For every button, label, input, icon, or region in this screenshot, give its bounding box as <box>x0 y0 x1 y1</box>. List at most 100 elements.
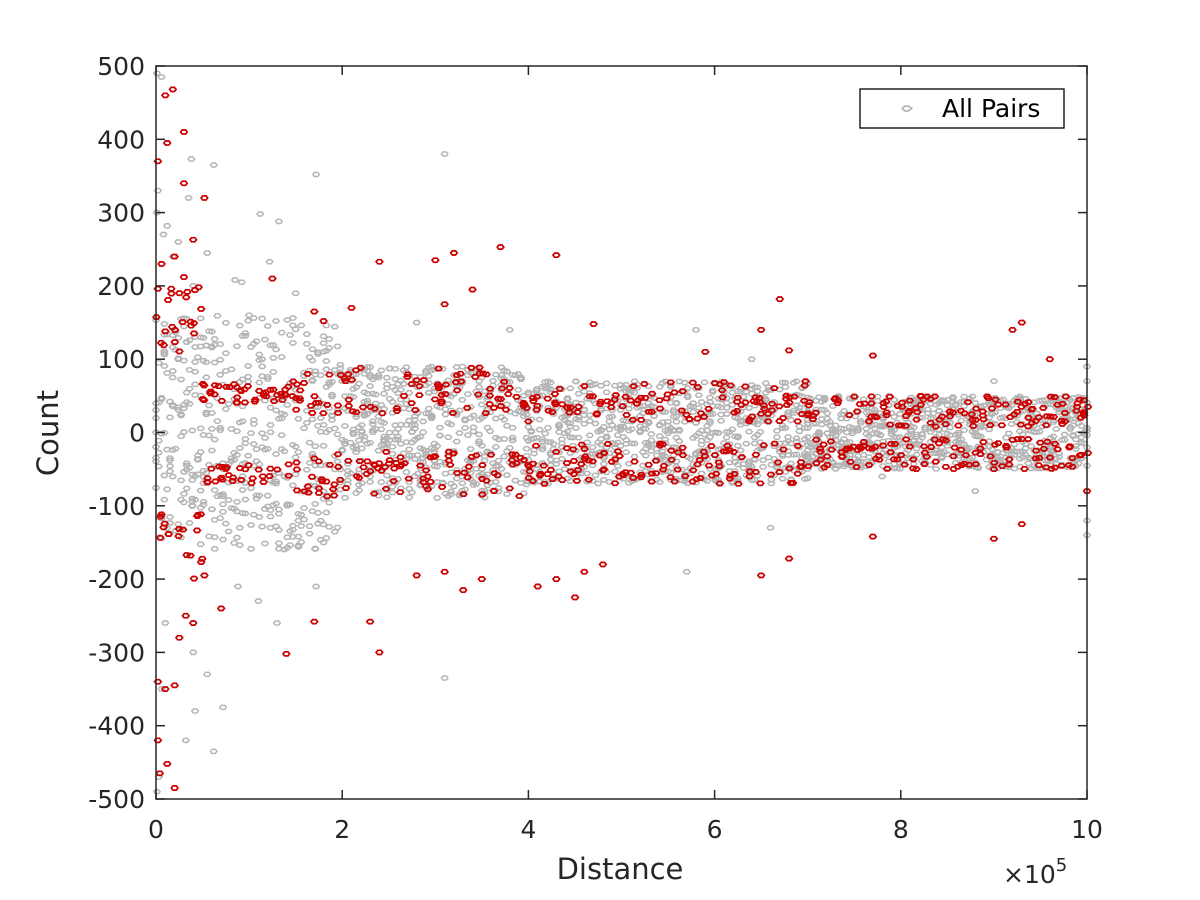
data-point-all-pairs <box>728 389 737 396</box>
data-point-highlighted <box>1053 446 1063 453</box>
data-point-all-pairs <box>163 525 172 531</box>
data-point-all-pairs <box>271 480 281 487</box>
data-point-all-pairs <box>333 431 342 438</box>
data-point-all-pairs <box>494 457 503 464</box>
data-point-all-pairs <box>255 357 264 363</box>
data-point-all-pairs <box>218 509 228 515</box>
data-point-all-pairs <box>624 405 634 412</box>
data-point-all-pairs <box>697 438 706 444</box>
data-point-highlighted <box>568 446 578 453</box>
data-point-all-pairs <box>733 442 743 449</box>
data-point-highlighted <box>912 416 922 423</box>
data-point-all-pairs <box>778 476 787 482</box>
data-point-all-pairs <box>552 476 561 482</box>
data-point-highlighted <box>314 458 324 465</box>
data-point-highlighted <box>309 618 319 625</box>
data-point-all-pairs <box>563 428 572 435</box>
data-point-all-pairs <box>354 437 364 444</box>
data-point-all-pairs <box>535 426 544 433</box>
data-point-all-pairs <box>196 343 205 350</box>
data-point-highlighted <box>1027 406 1036 413</box>
data-point-all-pairs <box>283 475 292 481</box>
data-point-highlighted <box>808 413 818 419</box>
data-point-all-pairs <box>1057 402 1067 408</box>
data-point-all-pairs <box>624 427 634 434</box>
data-point-all-pairs <box>795 423 804 430</box>
data-point-all-pairs <box>283 544 292 551</box>
data-point-all-pairs <box>210 487 219 493</box>
data-point-all-pairs <box>160 321 169 327</box>
data-point-all-pairs <box>427 363 436 370</box>
data-point-all-pairs <box>427 414 436 420</box>
data-point-all-pairs <box>789 380 798 386</box>
data-point-highlighted <box>421 467 431 474</box>
data-point-highlighted <box>468 286 477 293</box>
data-point-highlighted <box>381 448 391 455</box>
data-point-all-pairs <box>758 415 768 421</box>
data-point-all-pairs <box>296 523 306 529</box>
data-point-highlighted <box>471 452 481 459</box>
data-point-highlighted <box>954 422 963 429</box>
data-point-highlighted <box>1050 394 1060 400</box>
data-point-highlighted <box>523 418 533 425</box>
data-point-all-pairs <box>325 427 334 433</box>
data-point-highlighted <box>309 308 319 315</box>
data-point-all-pairs <box>311 583 321 590</box>
data-point-all-pairs <box>272 620 282 626</box>
data-point-all-pairs <box>252 338 261 345</box>
data-point-highlighted <box>789 393 799 400</box>
data-point-all-pairs <box>210 336 219 342</box>
data-point-all-pairs <box>477 415 486 421</box>
data-point-highlighted <box>725 475 735 482</box>
data-point-highlighted <box>941 437 951 444</box>
data-point-all-pairs <box>446 407 456 414</box>
data-point-all-pairs <box>655 479 664 485</box>
data-point-highlighted <box>168 86 178 93</box>
data-point-highlighted <box>441 381 451 388</box>
data-point-all-pairs <box>313 396 323 403</box>
data-point-highlighted <box>613 448 623 455</box>
data-point-highlighted <box>855 401 865 408</box>
data-point-all-pairs <box>190 359 200 365</box>
data-point-highlighted <box>967 411 977 418</box>
data-point-highlighted <box>343 371 353 378</box>
data-point-highlighted <box>711 470 721 477</box>
data-point-all-pairs <box>241 480 250 486</box>
data-point-all-pairs <box>627 418 636 425</box>
data-point-all-pairs <box>873 398 882 404</box>
data-point-highlighted <box>292 459 301 466</box>
data-point-all-pairs <box>336 365 345 371</box>
data-point-all-pairs <box>352 411 361 418</box>
data-point-highlighted <box>277 397 287 403</box>
data-point-all-pairs <box>903 455 913 462</box>
y-tick-label: -500 <box>88 785 145 814</box>
data-point-all-pairs <box>263 376 272 382</box>
data-point-highlighted <box>759 402 769 409</box>
data-point-all-pairs <box>257 523 267 530</box>
data-point-highlighted <box>769 385 779 392</box>
data-point-all-pairs <box>466 456 475 463</box>
data-point-all-pairs <box>680 475 689 481</box>
data-point-all-pairs <box>388 444 397 450</box>
data-point-highlighted <box>448 410 458 416</box>
data-point-highlighted <box>603 441 613 447</box>
data-point-all-pairs <box>516 480 526 486</box>
data-point-all-pairs <box>283 402 292 408</box>
data-point-all-pairs <box>666 425 675 431</box>
data-point-highlighted <box>1017 521 1027 528</box>
data-point-all-pairs <box>557 386 567 392</box>
data-point-all-pairs <box>658 448 667 455</box>
series-highlighted <box>152 86 1093 791</box>
data-point-highlighted <box>430 396 440 403</box>
data-point-all-pairs <box>271 346 281 353</box>
data-point-all-pairs <box>543 425 553 431</box>
data-point-all-pairs <box>181 737 191 744</box>
data-point-all-pairs <box>647 437 656 444</box>
data-point-all-pairs <box>1082 532 1092 538</box>
data-point-all-pairs <box>224 401 233 407</box>
data-point-all-pairs <box>207 328 217 335</box>
data-point-highlighted <box>288 393 297 400</box>
data-point-highlighted <box>700 348 710 355</box>
svg-text:×105: ×105 <box>1003 855 1067 889</box>
data-point-highlighted <box>304 489 314 496</box>
